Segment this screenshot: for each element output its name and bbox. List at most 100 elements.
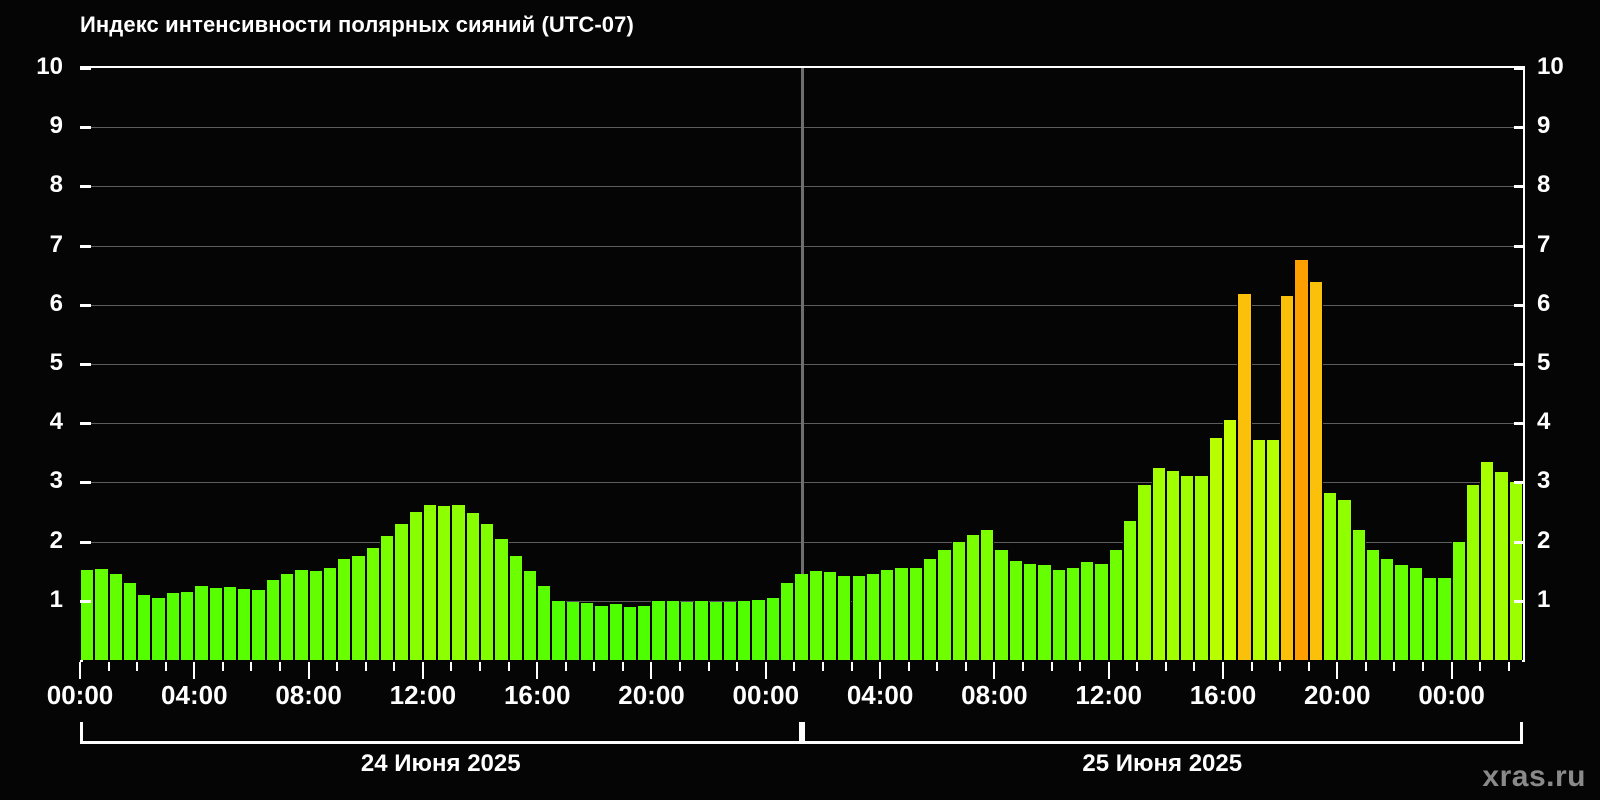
y-tick-label-right: 4 bbox=[1537, 408, 1551, 436]
x-tick-minor bbox=[279, 662, 282, 671]
x-tick-major bbox=[650, 662, 653, 679]
bar bbox=[622, 606, 638, 660]
y-tick-mark-right bbox=[1514, 363, 1525, 366]
bar bbox=[1008, 560, 1023, 660]
x-tick-minor bbox=[507, 662, 510, 671]
y-tick-label-right: 1 bbox=[1537, 585, 1551, 613]
x-tick-minor bbox=[1364, 662, 1367, 671]
y-tick-label-right: 8 bbox=[1537, 171, 1551, 199]
bar bbox=[1451, 541, 1466, 660]
x-axis-label: 12:00 bbox=[389, 680, 457, 710]
y-tick-label-left: 9 bbox=[49, 112, 63, 140]
bar bbox=[408, 512, 423, 660]
x-tick-minor bbox=[221, 662, 224, 671]
bar bbox=[1237, 294, 1252, 660]
bar bbox=[122, 583, 138, 660]
bar bbox=[94, 569, 109, 660]
x-tick-minor bbox=[907, 662, 910, 671]
bar bbox=[880, 570, 895, 660]
bar bbox=[651, 600, 666, 660]
bar bbox=[894, 568, 909, 660]
bar bbox=[1094, 564, 1109, 660]
y-tick-mark-right bbox=[1514, 303, 1525, 307]
y-tick-label-left: 10 bbox=[36, 53, 63, 80]
bar bbox=[737, 600, 752, 660]
x-axis-label: 04:00 bbox=[161, 680, 228, 710]
y-tick-label-right: 3 bbox=[1537, 467, 1551, 495]
y-tick-label-left: 7 bbox=[49, 230, 63, 258]
y-tick-label-left: 2 bbox=[49, 526, 63, 554]
bar bbox=[1251, 439, 1266, 660]
bar bbox=[1065, 568, 1081, 660]
x-tick-major bbox=[421, 662, 424, 679]
bar bbox=[822, 572, 838, 660]
x-tick-minor bbox=[1164, 662, 1167, 671]
bar bbox=[1465, 485, 1481, 660]
x-tick-minor bbox=[364, 662, 367, 671]
x-axis-label: 04:00 bbox=[846, 680, 914, 710]
bar bbox=[1308, 282, 1323, 660]
bar bbox=[837, 575, 852, 660]
bar bbox=[980, 529, 995, 660]
bar bbox=[1437, 578, 1452, 660]
day-bracket bbox=[80, 722, 802, 744]
y-tick-label-left: 6 bbox=[49, 289, 63, 317]
bar bbox=[794, 574, 809, 660]
x-tick-minor bbox=[336, 662, 339, 671]
bar bbox=[322, 568, 338, 660]
day-separator bbox=[800, 68, 804, 660]
x-tick-minor bbox=[1250, 662, 1253, 671]
bar bbox=[237, 588, 252, 660]
bar bbox=[1394, 565, 1409, 660]
bar bbox=[1380, 559, 1395, 660]
bar bbox=[865, 574, 881, 660]
bar bbox=[1280, 295, 1295, 660]
bar bbox=[437, 506, 452, 660]
x-tick-minor bbox=[1307, 662, 1310, 671]
x-tick-minor bbox=[1393, 662, 1396, 671]
y-tick-mark-right bbox=[1514, 540, 1525, 544]
x-tick-minor bbox=[107, 662, 110, 671]
y-tick-mark-left bbox=[80, 303, 91, 307]
y-tick-label-left: 1 bbox=[49, 585, 63, 613]
bar bbox=[494, 538, 509, 660]
x-tick-minor bbox=[1136, 662, 1139, 671]
chart-title: Индекс интенсивности полярных сияний (UT… bbox=[80, 12, 634, 37]
y-tick-label-right: 2 bbox=[1537, 526, 1551, 554]
bar bbox=[508, 556, 523, 660]
y-tick-mark-right bbox=[1514, 185, 1525, 189]
bar bbox=[194, 586, 209, 660]
bar bbox=[765, 597, 781, 660]
x-tick-minor bbox=[479, 662, 482, 671]
y-tick-mark-left bbox=[80, 67, 91, 70]
bar bbox=[451, 504, 466, 660]
watermark: xras.ru bbox=[1482, 760, 1586, 793]
bar bbox=[222, 587, 238, 660]
y-tick-mark-right bbox=[1514, 67, 1525, 70]
bar bbox=[1337, 500, 1352, 660]
bar bbox=[365, 547, 381, 660]
bar bbox=[465, 513, 481, 660]
bar bbox=[351, 556, 366, 660]
bar bbox=[1151, 467, 1166, 660]
bar bbox=[1494, 471, 1509, 660]
x-axis-label: 00:00 bbox=[732, 680, 800, 710]
bar bbox=[1480, 461, 1495, 660]
x-tick-major bbox=[1221, 662, 1224, 679]
bar bbox=[1080, 562, 1095, 660]
y-tick-mark-right bbox=[1514, 126, 1525, 130]
bar bbox=[694, 600, 709, 660]
y-tick-mark-left bbox=[80, 244, 91, 248]
y-tick-mark-left bbox=[80, 540, 91, 544]
x-axis-label: 00:00 bbox=[1418, 680, 1485, 710]
bar bbox=[751, 599, 766, 660]
bar bbox=[1022, 564, 1038, 660]
bar bbox=[1422, 578, 1438, 660]
y-tick-mark-left bbox=[80, 185, 91, 189]
bar bbox=[1194, 476, 1209, 660]
bar-series bbox=[80, 68, 1523, 660]
axis-top-line bbox=[80, 66, 1525, 69]
bar bbox=[137, 594, 152, 660]
bar bbox=[1508, 482, 1523, 660]
